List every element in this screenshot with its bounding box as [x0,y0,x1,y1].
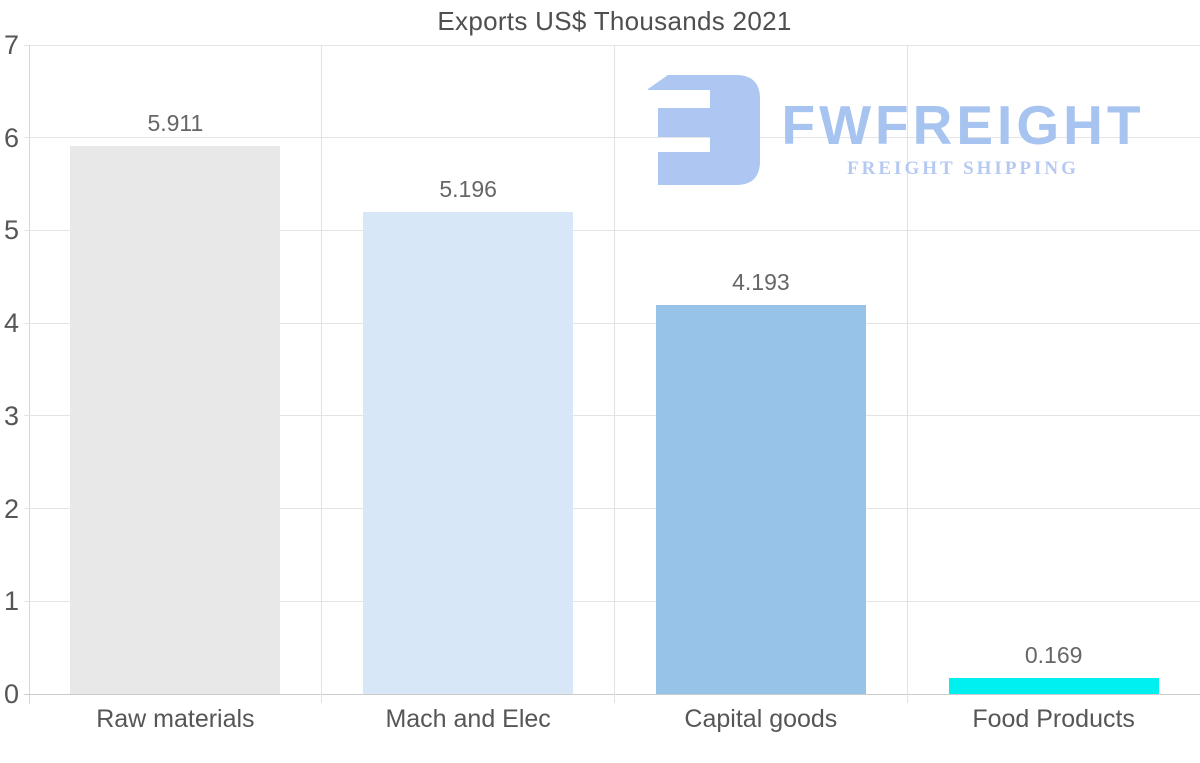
chart-title: Exports US$ Thousands 2021 [437,6,792,36]
plot-area: 5.911 5.196 4.193 0.169 [24,44,1200,703]
gridline-y-5 [24,229,1200,231]
bar-value-label: 4.193 [732,269,790,296]
y-tick-label-2: 2 [3,493,19,524]
gridline-x-1 [321,45,323,703]
bar-food-products [948,678,1159,694]
gridline-y-6 [24,137,1200,139]
gridline-x-2 [614,45,615,703]
gridline-x-3 [906,45,908,703]
bar-capital-goods [655,305,866,694]
x-category-label: Raw materials [96,705,255,733]
bar-value-label: 0.169 [1024,642,1083,669]
y-axis-line [29,45,30,704]
bar-raw-materials [70,145,281,694]
bar-value-label: 5.911 [147,109,204,136]
gridline-y-1 [24,600,1200,602]
y-tick-label-6: 6 [3,122,19,153]
y-tick-label-1: 1 [3,586,19,617]
gridline-y-3 [24,415,1200,417]
y-tick-label-7: 7 [3,30,19,60]
y-tick-label-4: 4 [3,308,19,339]
gridline-y-2 [24,508,1200,510]
x-category-label: Food Products [972,705,1135,733]
y-tick-label-0: 0 [3,679,19,709]
x-category-label: Capital goods [684,705,838,733]
bar-mach-and-elec [363,212,574,694]
bar-value-label: 5.196 [439,176,497,203]
gridline-y-4 [24,322,1200,324]
gridline-y-7 [24,44,1200,46]
x-category-label: Mach and Elec [385,705,551,733]
gridline-y-0 [24,693,1200,695]
x-axis: Raw materials Mach and Elec Capital goods F… [29,702,1200,742]
y-tick-label-3: 3 [3,400,19,431]
y-tick-label-5: 5 [3,215,19,246]
